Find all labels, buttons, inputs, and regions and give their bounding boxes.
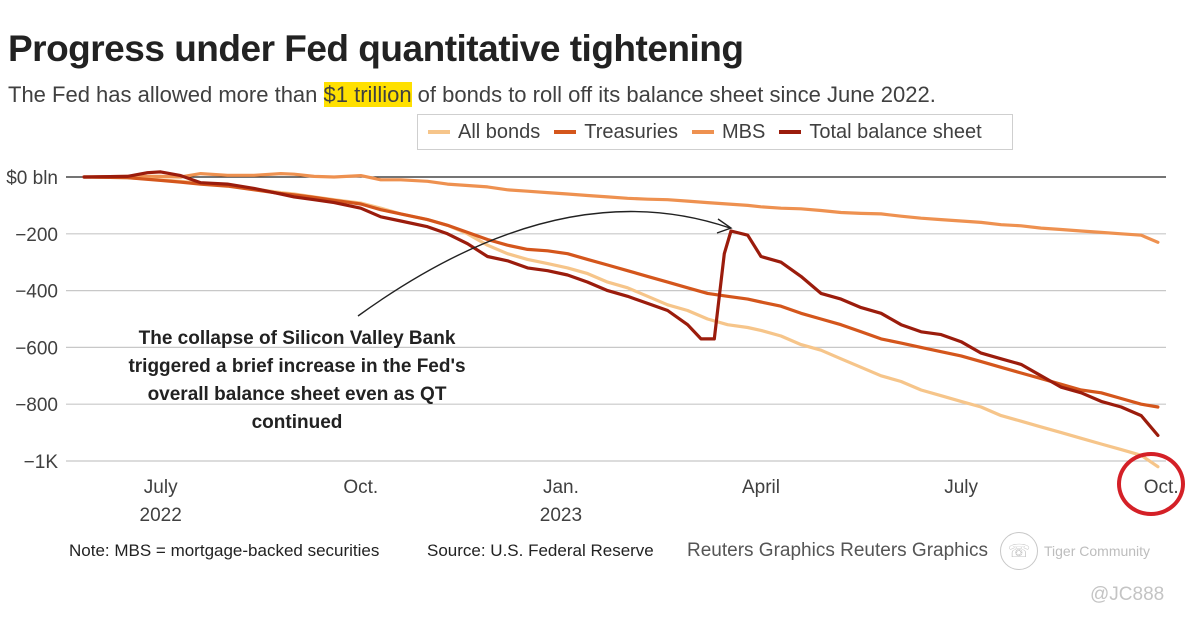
tiger-logo-icon: ☏ (1000, 532, 1038, 570)
x-tick-label: Oct. (343, 477, 378, 498)
series-lines (82, 170, 1160, 469)
watermark: ☏ Tiger Community (1000, 532, 1150, 570)
y-tick-label: −1K (24, 452, 59, 473)
footer-credit: Reuters Graphics Reuters Graphics (687, 540, 988, 561)
y-tick-label: −200 (15, 225, 58, 246)
subtitle-highlight: $1 trillion (323, 82, 412, 107)
legend-item-total-balance-sheet: Total balance sheet (779, 120, 982, 144)
gridlines (66, 176, 1166, 462)
subtitle-text-before: The Fed has allowed more than (8, 82, 324, 107)
annotation-line: The collapse of Silicon Valley Bank (139, 328, 456, 349)
highlight-circle (1117, 452, 1185, 516)
legend-label: All bonds (458, 120, 541, 143)
x-tick-label: July (144, 477, 178, 498)
y-tick-label: $0 bln (6, 168, 58, 189)
series-line-all-bonds (82, 175, 1160, 469)
y-axis-ticks: $0 bln −200 −400 −600 −800 −1K (6, 168, 58, 473)
chart-subtitle: The Fed has allowed more than $1 trillio… (8, 82, 936, 108)
annotation-line: triggered a brief increase in the Fed's (128, 356, 465, 377)
chart-title: Progress under Fed quantitative tighteni… (8, 28, 744, 69)
x-tick-sublabel: 2022 (140, 505, 182, 526)
x-tick-sublabel: 2023 (540, 505, 582, 526)
legend-label: Total balance sheet (809, 120, 982, 143)
annotation-line: overall balance sheet even as QT (148, 384, 447, 405)
y-tick-label: −600 (15, 338, 58, 359)
annotation-arrow (357, 210, 731, 317)
x-tick-label: April (742, 477, 780, 498)
legend-swatch-mbs (692, 130, 715, 134)
legend-item-mbs: MBS (692, 121, 765, 144)
legend-swatch-total-balance-sheet (779, 130, 802, 134)
legend-label: Treasuries (584, 120, 679, 143)
x-tick-label: Jan. (543, 477, 579, 498)
legend-swatch-all-bonds (428, 130, 450, 134)
chart-legend: All bonds Treasuries MBS Total balance s… (417, 114, 1013, 150)
y-tick-label: −800 (15, 395, 58, 416)
series-line-total-balance-sheet (82, 170, 1160, 437)
watermark-brand: Tiger Community (1044, 543, 1151, 559)
footer-source: Source: U.S. Federal Reserve (427, 541, 654, 560)
legend-label: MBS (722, 120, 766, 143)
footer-note: Note: MBS = mortgage-backed securities (69, 541, 380, 560)
legend-swatch-treasuries (554, 130, 577, 134)
x-tick-label: July (944, 477, 978, 498)
arrow-head-icon (716, 218, 733, 234)
legend-item-all-bonds: All bonds (428, 121, 540, 144)
line-chart: $0 bln −200 −400 −600 −800 −1K July 2022 Oct. Ja… (6, 168, 1179, 526)
series-line-mbs (82, 172, 1160, 244)
legend-item-treasuries: Treasuries (554, 121, 678, 144)
y-tick-label: −400 (15, 282, 58, 303)
series-line-treasuries (82, 175, 1160, 409)
watermark-handle: @JC888 (1090, 584, 1165, 605)
annotation-text: The collapse of Silicon Valley Bank trigg… (128, 328, 465, 433)
subtitle-text-after: of bonds to roll off its balance sheet s… (411, 82, 936, 107)
annotation-line: continued (252, 412, 343, 433)
